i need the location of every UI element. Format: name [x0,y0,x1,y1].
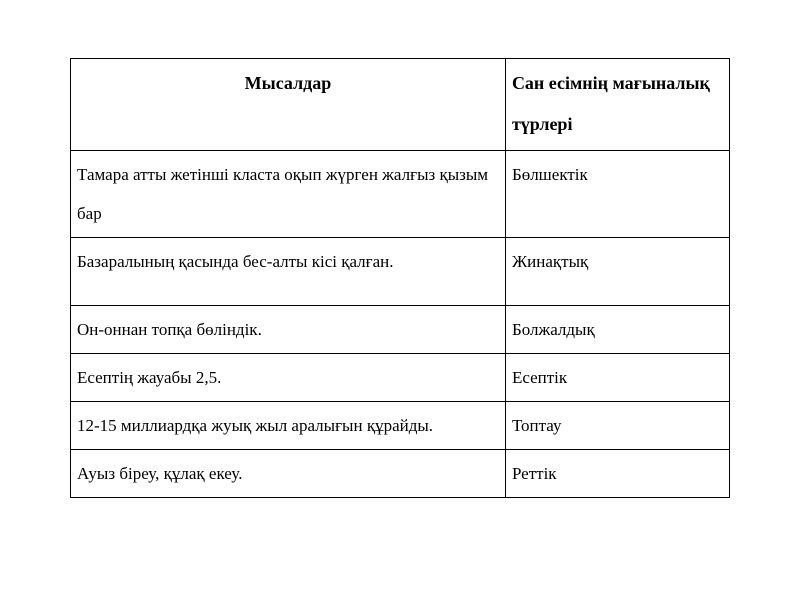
type-cell: Топтау [505,402,729,450]
type-cell: Болжалдық [505,306,729,354]
column-header-examples: Мысалдар [71,59,506,151]
table-row: 12-15 миллиардқа жуық жыл аралығын құрай… [71,402,730,450]
example-cell: Тамара атты жетінші класта оқып жүрген ж… [71,150,506,237]
type-cell: Есептік [505,354,729,402]
type-cell: Реттік [505,450,729,498]
table-row: Есептің жауабы 2,5. Есептік [71,354,730,402]
example-cell: Ауыз біреу, құлақ екеу. [71,450,506,498]
example-cell: Базаралының қасында бес-алты кісі қалған… [71,237,506,305]
table-row: Ауыз біреу, құлақ екеу. Реттік [71,450,730,498]
table-row: Тамара атты жетінші класта оқып жүрген ж… [71,150,730,237]
example-cell: Есептің жауабы 2,5. [71,354,506,402]
type-cell: Жинақтық [505,237,729,305]
example-cell: Он-оннан топқа бөліндік. [71,306,506,354]
page: Мысалдар Сан есімнің мағыналық түрлері Т… [0,0,800,498]
numerals-table: Мысалдар Сан есімнің мағыналық түрлері Т… [70,58,730,498]
type-cell: Бөлшектік [505,150,729,237]
table-header-row: Мысалдар Сан есімнің мағыналық түрлері [71,59,730,151]
table-row: Базаралының қасында бес-алты кісі қалған… [71,237,730,305]
table-row: Он-оннан топқа бөліндік. Болжалдық [71,306,730,354]
example-cell: 12-15 миллиардқа жуық жыл аралығын құрай… [71,402,506,450]
column-header-types: Сан есімнің мағыналық түрлері [505,59,729,151]
